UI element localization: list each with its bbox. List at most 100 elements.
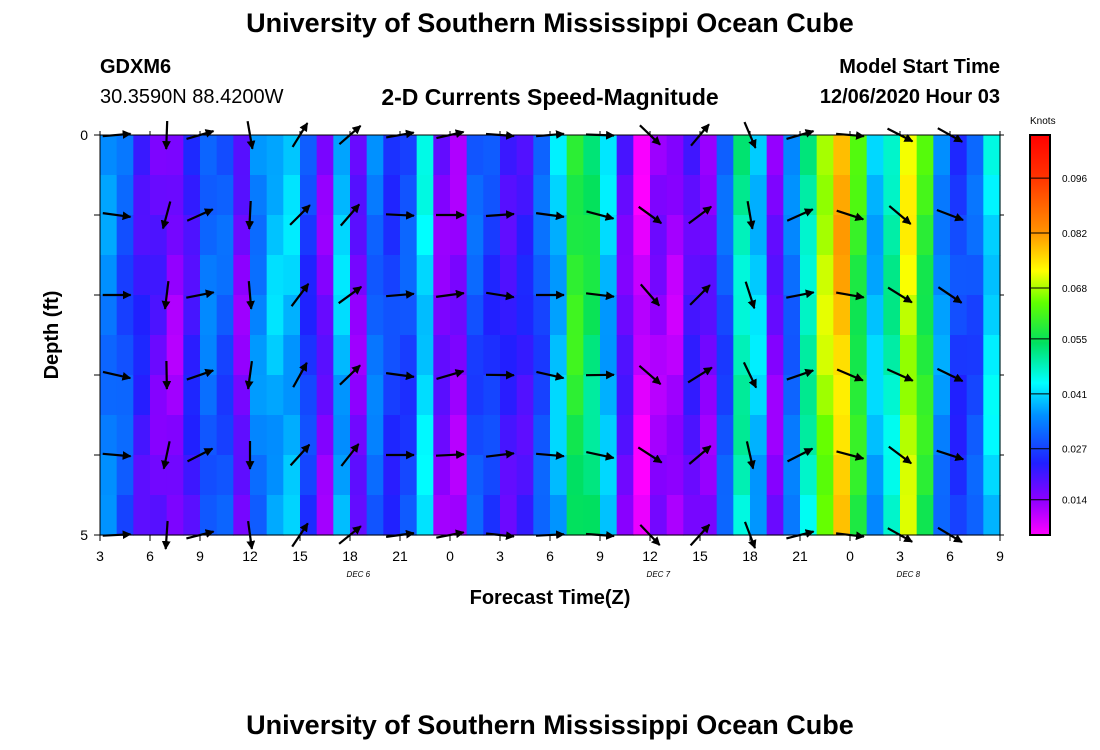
heatmap-cell <box>266 335 284 376</box>
heatmap-cell <box>916 415 934 456</box>
heatmap-cell <box>200 295 218 336</box>
heatmap-cell <box>533 295 551 336</box>
heatmap-cell <box>450 495 468 536</box>
heatmap-cell <box>950 175 968 216</box>
current-arrow <box>338 285 363 305</box>
heatmap-cell <box>966 335 984 376</box>
heatmap-cell <box>550 135 568 176</box>
x-tick-label: 21 <box>792 548 808 564</box>
heatmap-cell <box>166 215 184 256</box>
heatmap-cell <box>733 375 751 416</box>
heatmap-cell <box>433 175 451 216</box>
x-tick-label: 3 <box>496 548 504 564</box>
heatmap-cell <box>650 335 668 376</box>
heatmap-cell <box>666 495 684 536</box>
heatmap-cell <box>233 335 251 376</box>
heatmap-cell <box>883 135 901 176</box>
heatmap-cell <box>250 135 268 176</box>
heatmap-cell <box>983 375 1001 416</box>
heatmap-cell <box>566 335 584 376</box>
heatmap-cell <box>266 135 284 176</box>
heatmap-cell <box>350 215 368 256</box>
heatmap-cells <box>100 135 1001 536</box>
heatmap-cell <box>250 175 268 216</box>
heatmap-cell <box>666 295 684 336</box>
heatmap-cell <box>733 215 751 256</box>
heatmap-cell <box>116 215 134 256</box>
heatmap-cell <box>583 495 601 536</box>
heatmap-cell <box>516 415 534 456</box>
current-arrow <box>102 370 132 381</box>
day-label: DEC 8 <box>897 570 921 579</box>
colorbar-tick-label: 0.068 <box>1062 284 1087 295</box>
heatmap-cell <box>566 175 584 216</box>
heatmap-cell <box>900 215 918 256</box>
heatmap-cell <box>816 135 834 176</box>
page-title-bottom: University of Southern Mississippi Ocean… <box>246 710 854 740</box>
heatmap-cell <box>383 415 401 456</box>
heatmap-cell <box>333 295 351 336</box>
heatmap-cell <box>350 295 368 336</box>
heatmap-cell <box>700 135 718 176</box>
heatmap-cell <box>883 415 901 456</box>
heatmap-cell <box>533 135 551 176</box>
heatmap-cell <box>100 375 118 416</box>
heatmap-cell <box>850 495 868 536</box>
heatmap-cell <box>983 255 1001 296</box>
current-arrow <box>638 364 662 386</box>
heatmap-cell <box>966 295 984 336</box>
heatmap-cell <box>416 135 434 176</box>
heatmap-cell <box>250 495 268 536</box>
heatmap-cell <box>350 255 368 296</box>
heatmap-cell <box>983 215 1001 256</box>
current-arrow <box>937 286 963 304</box>
heatmap-cell <box>516 335 534 376</box>
current-arrow <box>887 286 913 304</box>
heatmap-cell <box>150 175 168 216</box>
current-arrow <box>186 447 214 463</box>
heatmap-cell <box>516 455 534 496</box>
station-coords: 30.3590N 88.4200W <box>100 86 284 108</box>
heatmap-cell <box>783 295 801 336</box>
heatmap-cell <box>850 455 868 496</box>
y-axis-label: Depth (ft) <box>41 291 63 380</box>
heatmap-cell <box>366 375 384 416</box>
x-tick-label: 12 <box>242 548 258 564</box>
heatmap-cell <box>116 175 134 216</box>
heatmap-cell <box>633 215 651 256</box>
heatmap-cell <box>200 415 218 456</box>
heatmap-cell <box>700 495 718 536</box>
colorbar <box>1029 134 1051 536</box>
current-arrow <box>160 201 172 230</box>
current-arrow <box>246 281 255 310</box>
heatmap-cell <box>583 255 601 296</box>
heatmap-cell <box>316 175 334 216</box>
heatmap-cell <box>933 455 951 496</box>
heatmap-cell <box>866 455 884 496</box>
heatmap-cell <box>100 215 118 256</box>
heatmap-cell <box>483 295 501 336</box>
heatmap-cell <box>633 135 651 176</box>
heatmap-cell <box>633 175 651 216</box>
heatmap-cell <box>300 215 318 256</box>
current-arrow <box>639 283 661 307</box>
heatmap-cell <box>800 255 818 296</box>
heatmap-cell <box>533 495 551 536</box>
day-label: DEC 6 <box>347 570 371 579</box>
heatmap-cell <box>600 375 618 416</box>
heatmap-cell <box>483 375 501 416</box>
heatmap-cell <box>566 455 584 496</box>
heatmap-cell <box>783 455 801 496</box>
heatmap-cell <box>433 335 451 376</box>
heatmap-cell <box>183 335 201 376</box>
current-arrow <box>339 203 361 227</box>
heatmap-cell <box>833 495 851 536</box>
heatmap-cell <box>266 255 284 296</box>
heatmap-cell <box>383 495 401 536</box>
heatmap-cell <box>283 135 301 176</box>
colorbar-tick-label: 0.014 <box>1062 496 1087 507</box>
heatmap-cell <box>700 335 718 376</box>
heatmap-cell <box>500 135 518 176</box>
heatmap-cell <box>566 295 584 336</box>
heatmap-cell <box>383 335 401 376</box>
